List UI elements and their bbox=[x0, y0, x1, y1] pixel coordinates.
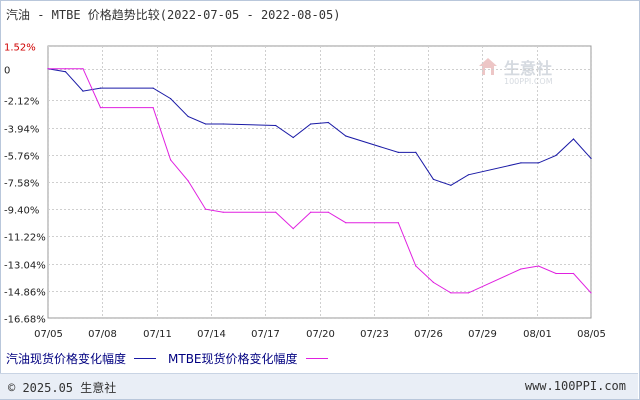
series-line-1 bbox=[47, 68, 592, 186]
y-tick-label: -7.58% bbox=[4, 179, 39, 190]
series-2-point bbox=[520, 268, 522, 270]
series-2-point bbox=[82, 68, 84, 70]
series-1-point bbox=[537, 162, 540, 164]
x-tick-label: 07/26 bbox=[414, 329, 443, 340]
legend-line-mtbe bbox=[305, 358, 328, 359]
series-1-point bbox=[467, 174, 469, 176]
y-tick-label: -13.04% bbox=[4, 261, 46, 272]
y-tick-label: -2.12% bbox=[4, 97, 39, 108]
x-tick-label: 08/05 bbox=[577, 329, 606, 340]
x-tick-label: 07/23 bbox=[360, 329, 389, 340]
legend-label-mtbe: MTBE现货价格变化幅度 bbox=[168, 352, 298, 366]
series-2-point bbox=[310, 211, 312, 213]
x-axis-ticks: 07/05 07/08 07/11 07/14 07/17 07/20 07/23 07/26… bbox=[34, 329, 606, 340]
x-tick-label: 07/29 bbox=[468, 329, 497, 340]
x-tick-label: 07/08 bbox=[88, 329, 117, 340]
series-1-point bbox=[187, 115, 189, 118]
series-2-point bbox=[450, 292, 452, 294]
y-tick-label: -11.22% bbox=[4, 233, 46, 244]
y-tick-label: -16.68% bbox=[4, 315, 46, 326]
series-2-point bbox=[327, 211, 329, 213]
series-1-point bbox=[292, 136, 294, 139]
series-2-point bbox=[537, 265, 540, 267]
series-2-point bbox=[275, 211, 277, 213]
chart-legend: 汽油现货价格变化幅度 MTBE现货价格变化幅度 bbox=[6, 350, 340, 367]
legend-item-gasoline: 汽油现货价格变化幅度 bbox=[6, 350, 157, 367]
watermark-sub: 100PPI.COM bbox=[504, 77, 553, 86]
series-2-point bbox=[432, 281, 434, 283]
series-1-point bbox=[572, 138, 575, 140]
chart-title: 汽油 - MTBE 价格趋势比较(2022-07-05 - 2022-08-05… bbox=[6, 8, 341, 22]
series-1-point bbox=[310, 123, 312, 125]
series-1-point bbox=[345, 135, 347, 137]
x-tick-label: 07/14 bbox=[197, 329, 226, 340]
y-tick-label: -5.76% bbox=[4, 152, 39, 163]
y-tick-label: -14.86% bbox=[4, 288, 46, 299]
series-2-point bbox=[99, 107, 102, 109]
footer-url[interactable]: www.100PPI.com bbox=[524, 379, 626, 393]
y-tick-label: -3.94% bbox=[4, 125, 39, 136]
chart-series bbox=[47, 68, 592, 294]
watermark: 生意社 100PPI.COM bbox=[478, 55, 553, 86]
x-tick-label: 07/17 bbox=[251, 329, 280, 340]
series-1-point bbox=[590, 157, 592, 159]
series-line-2 bbox=[48, 68, 592, 294]
house-logo-icon bbox=[479, 58, 497, 75]
series-1-point bbox=[327, 121, 329, 124]
y-tick-label: 1.52% bbox=[4, 43, 36, 54]
series-1-point bbox=[415, 151, 417, 153]
series-2-point bbox=[47, 68, 49, 70]
series-2-point bbox=[415, 265, 417, 267]
y-tick-label: 0 bbox=[4, 66, 10, 77]
series-2-point bbox=[467, 292, 469, 294]
series-1-point bbox=[64, 71, 67, 73]
y-axis-ticks: 1.52% 0 -2.12% -3.94% -5.76% -7.58% -9.40% -11.… bbox=[4, 43, 46, 326]
series-1-point bbox=[275, 124, 277, 127]
series-2-point bbox=[590, 292, 592, 294]
y-tick-label: -9.40% bbox=[4, 206, 39, 217]
chart-grid bbox=[47, 45, 592, 319]
series-1-point bbox=[170, 98, 172, 100]
series-1-point bbox=[450, 184, 452, 186]
footer-bar: © 2025.05 生意社 www.100PPI.com bbox=[0, 373, 638, 399]
series-1-point bbox=[432, 178, 434, 180]
series-2-point bbox=[292, 228, 294, 230]
series-2-point bbox=[572, 272, 575, 275]
series-2-point bbox=[397, 222, 399, 224]
series-2-point bbox=[205, 208, 207, 210]
series-2-point bbox=[170, 159, 172, 161]
series-1-point bbox=[205, 123, 207, 125]
series-2-point bbox=[222, 211, 224, 213]
line-chart: 1.52% 0 -2.12% -3.94% -5.76% -7.58% -9.40% -11.… bbox=[4, 43, 606, 341]
footer-copyright: © 2025.05 生意社 bbox=[8, 381, 117, 395]
x-tick-label: 07/11 bbox=[143, 329, 172, 340]
series-1-point bbox=[222, 123, 224, 125]
series-1-point bbox=[397, 151, 399, 153]
legend-item-mtbe: MTBE现货价格变化幅度 bbox=[168, 350, 328, 367]
series-1-point bbox=[99, 87, 102, 89]
legend-label-gasoline: 汽油现货价格变化幅度 bbox=[6, 352, 127, 366]
watermark-text: 生意社 bbox=[504, 59, 553, 78]
legend-line-gasoline bbox=[134, 358, 157, 359]
series-1-point bbox=[82, 90, 84, 92]
x-tick-label: 07/05 bbox=[34, 329, 63, 340]
series-2-point bbox=[152, 107, 154, 109]
series-1-point bbox=[555, 154, 557, 156]
x-tick-label: 08/01 bbox=[523, 329, 552, 340]
series-2-point bbox=[187, 180, 189, 182]
series-1-point bbox=[152, 87, 154, 89]
series-2-point bbox=[555, 272, 557, 275]
series-1-point bbox=[520, 162, 522, 164]
series-2-point bbox=[345, 222, 347, 224]
series-2-point bbox=[64, 68, 67, 70]
x-tick-label: 07/20 bbox=[306, 329, 335, 340]
